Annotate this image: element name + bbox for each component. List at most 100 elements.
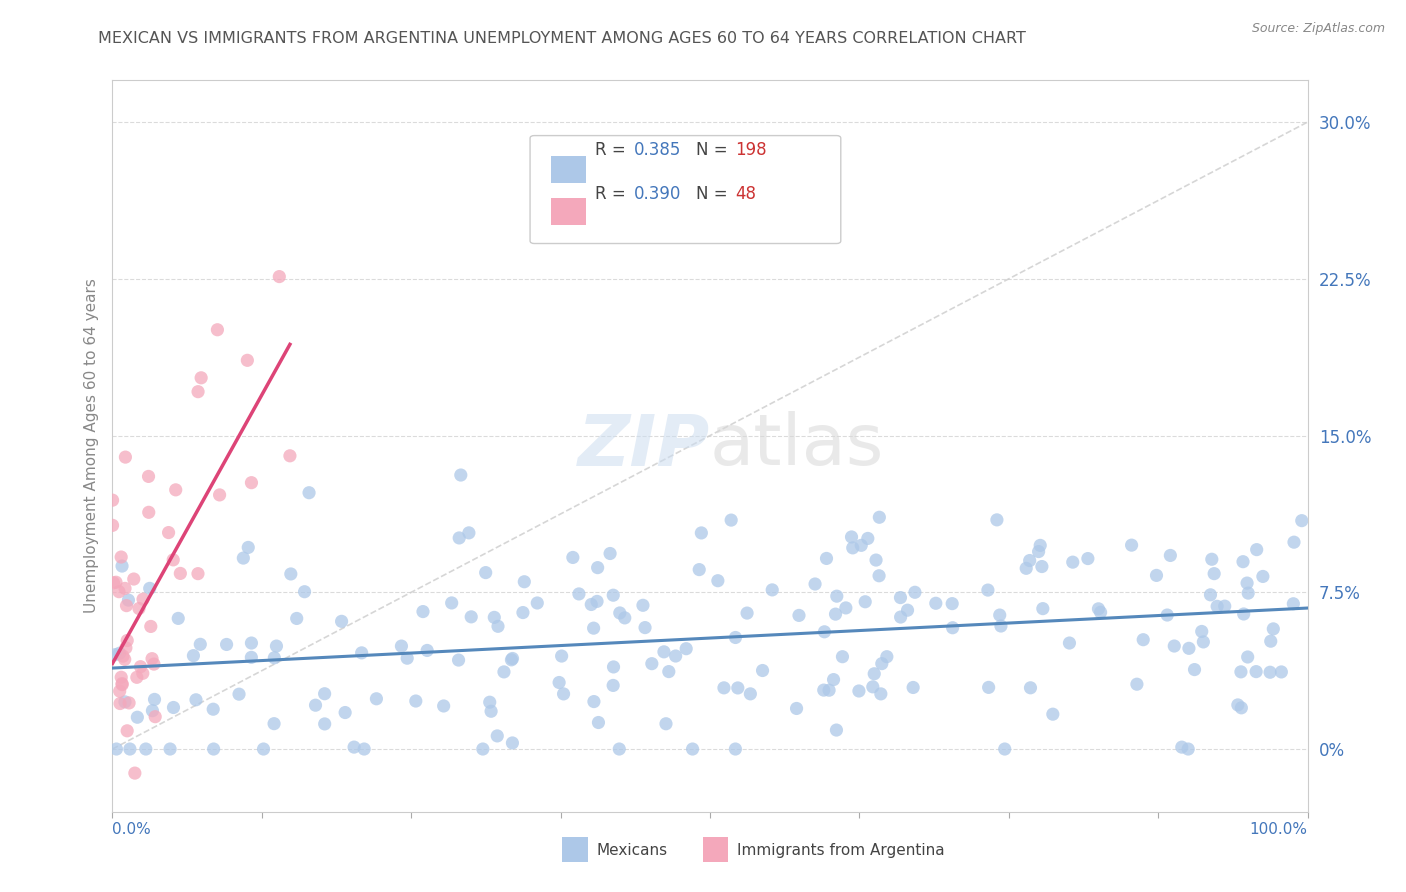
Point: [263, 716, 285, 731]
Text: N =: N =: [696, 141, 733, 159]
Point: [553, 687, 575, 701]
Point: [1230, 701, 1253, 715]
Point: [460, 610, 482, 624]
Point: [688, 563, 710, 577]
Point: [132, 592, 155, 607]
Point: [433, 698, 456, 713]
Point: [1132, 632, 1154, 647]
Point: [889, 591, 911, 605]
Point: [405, 694, 427, 708]
Point: [124, 766, 146, 780]
Point: [851, 538, 873, 552]
Point: [588, 715, 610, 730]
Point: [1087, 602, 1109, 616]
Point: [232, 551, 254, 566]
Point: [986, 513, 1008, 527]
Text: 0.390: 0.390: [634, 186, 682, 203]
Point: [159, 742, 181, 756]
Point: [110, 670, 132, 684]
Point: [139, 619, 162, 633]
Point: [118, 742, 141, 756]
Point: [786, 701, 808, 715]
Point: [391, 639, 413, 653]
Point: [1042, 707, 1064, 722]
Point: [416, 643, 439, 657]
Point: [1015, 561, 1038, 575]
Point: [142, 657, 165, 672]
Point: [114, 582, 136, 596]
Point: [1213, 599, 1236, 614]
Point: [162, 553, 184, 567]
Point: [396, 651, 419, 665]
Point: [665, 648, 688, 663]
Point: [631, 599, 654, 613]
Point: [1032, 601, 1054, 615]
Point: [266, 639, 288, 653]
Point: [366, 691, 388, 706]
Point: [1260, 634, 1282, 648]
Point: [190, 371, 212, 385]
Point: [602, 588, 624, 602]
Text: 100.0%: 100.0%: [1250, 822, 1308, 838]
Point: [1159, 549, 1181, 563]
Point: [132, 666, 155, 681]
Point: [278, 449, 301, 463]
Point: [141, 704, 163, 718]
Point: [501, 653, 523, 667]
Point: [942, 621, 965, 635]
Point: [1291, 514, 1313, 528]
Point: [294, 584, 316, 599]
Point: [526, 596, 548, 610]
Point: [977, 681, 1000, 695]
Point: [478, 695, 501, 709]
Point: [1062, 555, 1084, 569]
Point: [115, 723, 138, 738]
Point: [581, 598, 603, 612]
Text: 48: 48: [735, 186, 756, 203]
Point: [1018, 553, 1040, 567]
Point: [105, 742, 128, 756]
Point: [896, 603, 918, 617]
Point: [652, 645, 675, 659]
Point: [1246, 542, 1268, 557]
Point: [977, 583, 1000, 598]
Point: [184, 693, 207, 707]
Point: [127, 710, 149, 724]
Point: [110, 549, 132, 564]
Text: atlas: atlas: [710, 411, 884, 481]
Point: [1244, 665, 1267, 679]
Point: [143, 692, 166, 706]
Point: [252, 742, 274, 756]
Point: [502, 651, 524, 665]
Point: [501, 736, 523, 750]
Point: [1163, 639, 1185, 653]
Point: [492, 665, 515, 679]
Point: [613, 611, 636, 625]
Point: [449, 531, 471, 545]
Point: [990, 619, 1012, 633]
Point: [586, 594, 609, 608]
Point: [994, 742, 1017, 756]
Point: [548, 675, 571, 690]
Point: [114, 652, 136, 666]
Text: R =: R =: [595, 141, 631, 159]
Point: [513, 574, 536, 589]
Point: [848, 684, 870, 698]
Point: [285, 611, 308, 625]
Point: [141, 651, 163, 665]
Point: [143, 709, 166, 723]
Point: [263, 650, 285, 665]
Point: [330, 615, 353, 629]
Point: [1263, 622, 1285, 636]
Point: [804, 577, 827, 591]
Point: [304, 698, 326, 713]
Point: [607, 742, 630, 756]
Point: [824, 607, 846, 621]
Point: [1206, 599, 1229, 614]
Point: [868, 568, 890, 582]
Point: [1282, 535, 1305, 549]
Point: [157, 525, 180, 540]
Point: [167, 611, 190, 625]
Point: [1019, 681, 1042, 695]
Point: [815, 551, 838, 566]
